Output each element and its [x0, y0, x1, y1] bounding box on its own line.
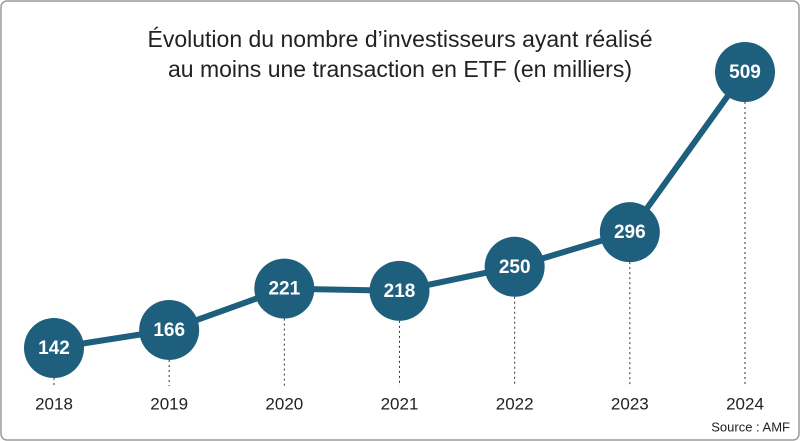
x-tick-label: 2024: [726, 394, 764, 413]
chart-title: au moins une transaction en ETF (en mill…: [168, 56, 632, 82]
value-label: 296: [614, 222, 646, 243]
x-tick-label: 2021: [381, 394, 419, 413]
x-tick-label: 2022: [496, 394, 534, 413]
point: [369, 260, 430, 321]
value-label: 218: [384, 281, 416, 302]
x-tick-label: 2019: [150, 394, 188, 413]
point: [139, 299, 200, 360]
x-tick-label: 2020: [265, 394, 303, 413]
value-label: 221: [268, 279, 300, 300]
value-label: 142: [38, 338, 70, 359]
chart-title: Évolution du nombre d’investisseurs ayan…: [148, 26, 653, 52]
value-label: 509: [729, 62, 761, 83]
value-label: 166: [153, 320, 185, 341]
point: [24, 318, 84, 378]
x-tick-label: 2018: [35, 394, 73, 413]
point: [599, 202, 660, 263]
x-tick-label: 2023: [611, 394, 649, 413]
point: [254, 258, 315, 319]
point: [715, 42, 775, 102]
source: Source : AMF: [711, 419, 790, 434]
value-label: 250: [499, 257, 531, 278]
point: [484, 236, 545, 297]
